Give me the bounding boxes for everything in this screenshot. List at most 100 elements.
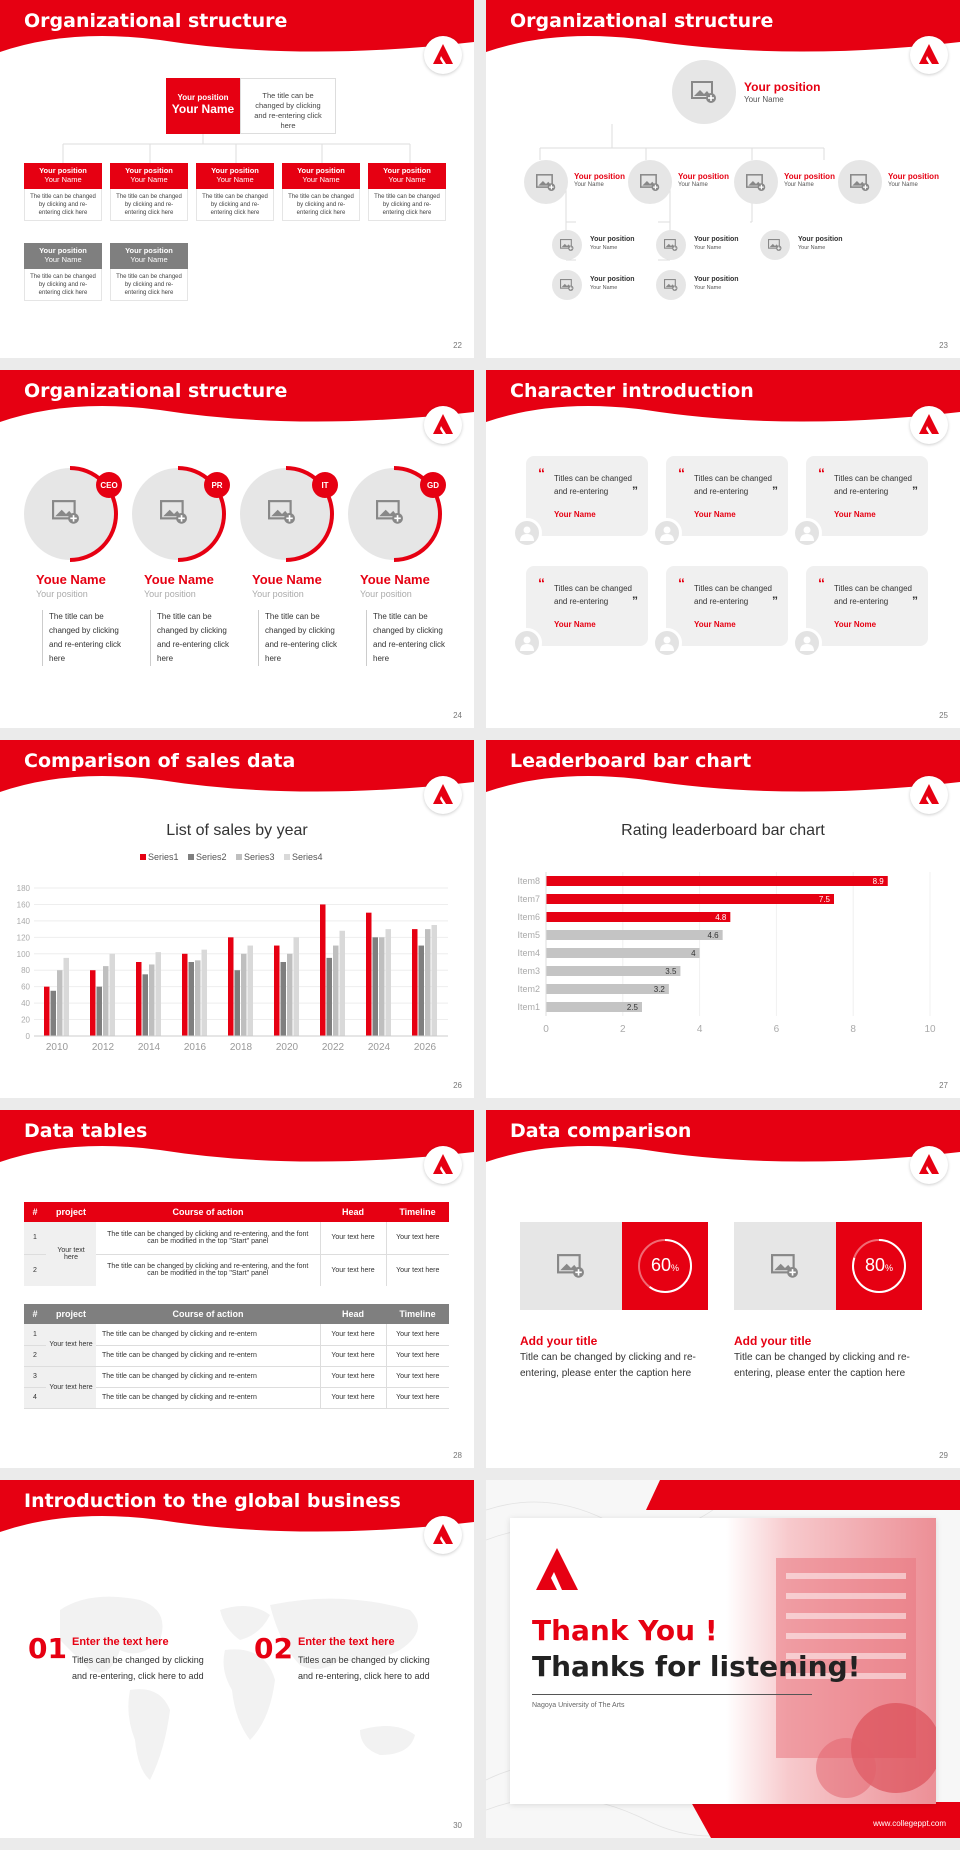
bar	[546, 894, 834, 904]
slide-25[interactable]: Character introduction “ Titles can be c…	[486, 370, 960, 728]
table-row[interactable]: 2 The title can be changed by clicking a…	[24, 1345, 449, 1367]
bar	[385, 929, 391, 1036]
card-text: Titles can be changed and re-entering	[554, 474, 632, 496]
node-position: Your position	[694, 236, 739, 243]
percent-unit: %	[885, 1263, 894, 1273]
table-header-cell: project	[55, 1309, 86, 1319]
bar	[546, 1002, 642, 1012]
image-placeholder-icon[interactable]	[734, 1222, 836, 1310]
card-text: Titles can be changed and re-entering	[694, 474, 772, 496]
image-placeholder-icon[interactable]	[520, 1222, 622, 1310]
image-placeholder-icon[interactable]	[656, 230, 686, 260]
slide-27[interactable]: Leaderboard bar chart Rating leaderboard…	[486, 740, 960, 1098]
slide-30[interactable]: Introduction to the global business 01 E…	[0, 1480, 474, 1838]
person-avatar[interactable]: PR	[130, 466, 230, 562]
slide-28[interactable]: Data tables # project Course of action H…	[0, 1110, 474, 1468]
table-cell: Your text here	[46, 1324, 96, 1367]
table-row[interactable]: 2 The title can be changed by clicking a…	[24, 1254, 449, 1286]
table-row[interactable]: 3 Your text here The title can be change…	[24, 1366, 449, 1409]
image-placeholder-icon[interactable]	[672, 60, 736, 124]
image-placeholder-icon[interactable]	[552, 270, 582, 300]
chart-title: Rating leaderboard bar chart	[621, 822, 825, 839]
x-tick-label: 6	[774, 1024, 780, 1035]
card-text: Titles can be changed and re-entering	[834, 584, 912, 606]
image-placeholder-icon[interactable]	[838, 160, 882, 204]
character-card[interactable]: “ Titles can be changed and re-entering …	[526, 566, 648, 646]
progress-ring	[852, 1239, 906, 1293]
slide-title: Organizational structure	[24, 10, 288, 32]
org-card[interactable]: Your position Your Name The title can be…	[196, 163, 274, 221]
image-placeholder-icon[interactable]	[524, 160, 568, 204]
table-cell: 1	[24, 1324, 46, 1346]
org-card[interactable]: Your position Your Name The title can be…	[24, 243, 102, 301]
org-card[interactable]: Your position Your Name The title can be…	[110, 163, 188, 221]
slide-header: Introduction to the global business	[0, 1480, 474, 1540]
y-tick-label: 20	[21, 1016, 30, 1025]
item-title: Add your title	[520, 1334, 598, 1348]
y-tick-label: 100	[17, 950, 31, 959]
table-row[interactable]: 1 Your text here The title can be change…	[24, 1324, 449, 1367]
character-card[interactable]: “ Titles can be changed and re-entering …	[806, 566, 928, 646]
user-icon	[520, 526, 534, 541]
image-placeholder-icon[interactable]	[552, 230, 582, 260]
y-tick-label: 140	[17, 917, 31, 926]
image-placeholder-icon[interactable]	[734, 160, 778, 204]
website-link[interactable]: www.collegeppt.com	[873, 1819, 946, 1828]
character-card[interactable]: “ Titles can be changed and re-entering …	[526, 456, 648, 536]
thanks-subtitle: Thanks for listening!	[532, 1650, 861, 1683]
slide-24[interactable]: Organizational structure CEO Youe Name Y…	[0, 370, 474, 728]
person-desc: The title can be changed by clicking and…	[42, 610, 122, 666]
y-tick-label: 180	[17, 884, 31, 893]
page-number: 25	[939, 711, 948, 720]
org-card[interactable]: Your position Your Name The title can be…	[282, 163, 360, 221]
character-card[interactable]: “ Titles can be changed and re-entering …	[806, 456, 928, 536]
table-header-cell: #	[32, 1207, 38, 1217]
table-header-cell: Timeline	[399, 1207, 436, 1217]
person-avatar[interactable]: GD	[346, 466, 446, 562]
item-number: 01	[28, 1632, 67, 1665]
org-card-desc: The title can be changed by clicking and…	[110, 269, 188, 301]
percent-unit: %	[671, 1263, 680, 1273]
percent-value-wrap: 80%	[836, 1255, 922, 1276]
y-tick-label: 120	[17, 933, 31, 942]
data-label: 3.2	[654, 985, 666, 994]
table-header-row: # project Course of action Head Timeline	[24, 1304, 449, 1324]
table-row[interactable]: 1 Your text here The title can be change…	[24, 1222, 449, 1286]
divider	[532, 1694, 812, 1695]
org-card[interactable]: Your position Your Name The title can be…	[110, 243, 188, 301]
slide-23[interactable]: Organizational structure Your position Y…	[486, 0, 960, 358]
org-top-box[interactable]: Your position Your Name	[166, 78, 240, 134]
org-top-name: Your Name	[744, 95, 784, 104]
person-avatar[interactable]: IT	[238, 466, 338, 562]
org-card-position: Your position	[297, 166, 345, 175]
slide-thank-you[interactable]: Thank You ! Thanks for listening! Nagoya…	[486, 1480, 960, 1838]
image-placeholder-icon[interactable]	[628, 160, 672, 204]
node-name: Your Name	[888, 182, 918, 188]
university-name: Nagoya University of The Arts	[532, 1702, 625, 1709]
image-placeholder-icon[interactable]	[656, 270, 686, 300]
table-row[interactable]: 4 The title can be changed by clicking a…	[24, 1387, 449, 1409]
node-position: Your position	[888, 172, 939, 181]
x-tick-label: 2018	[230, 1042, 253, 1053]
person-avatar[interactable]: CEO	[22, 466, 122, 562]
org-card[interactable]: Your position Your Name The title can be…	[368, 163, 446, 221]
org-card[interactable]: Your position Your Name The title can be…	[24, 163, 102, 221]
org-card-desc: The title can be changed by clicking and…	[196, 189, 274, 221]
image-placeholder-icon[interactable]	[760, 230, 790, 260]
org-connector-lines	[62, 134, 411, 164]
node-name: Your Name	[694, 285, 722, 291]
slide-22[interactable]: Organizational structure Your position Y…	[0, 0, 474, 358]
bar	[57, 970, 63, 1036]
bar	[546, 948, 700, 958]
character-card[interactable]: “ Titles can be changed and re-entering …	[666, 566, 788, 646]
page-number: 26	[453, 1081, 462, 1090]
node-position: Your position	[798, 236, 843, 243]
y-tick-label: Item2	[517, 984, 540, 994]
character-card[interactable]: “ Titles can be changed and re-entering …	[666, 456, 788, 536]
quote-open-icon: “	[818, 575, 825, 591]
data-label: 2.5	[627, 1003, 639, 1012]
slide-26[interactable]: Comparison of sales data List of sales b…	[0, 740, 474, 1098]
legend-label: Series4	[292, 852, 323, 862]
percent-value: 60	[650, 1255, 671, 1275]
slide-29[interactable]: Data comparison 60% Add your title Title…	[486, 1110, 960, 1468]
